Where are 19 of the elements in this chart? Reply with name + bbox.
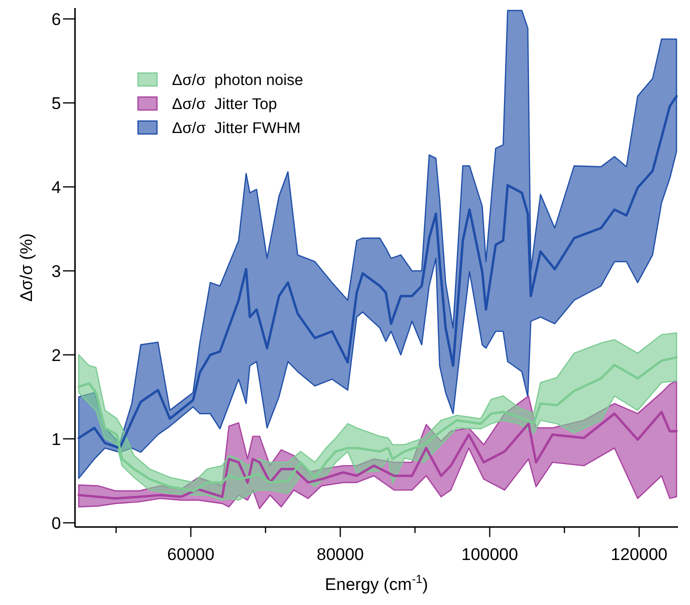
y-tick-label: 1 bbox=[52, 430, 61, 449]
line-series bbox=[78, 356, 678, 492]
legend-label: Δσ/σ photon noise bbox=[172, 72, 304, 89]
y-axis-title: Δσ/σ (%) bbox=[17, 233, 36, 302]
x-tick-label: 120000 bbox=[610, 545, 668, 564]
x-tick-label: 60000 bbox=[167, 545, 214, 564]
y-tick-label: 2 bbox=[52, 346, 61, 365]
line-series bbox=[78, 410, 678, 500]
x-tick-label: 100000 bbox=[461, 545, 518, 564]
y-tick-label: 6 bbox=[52, 10, 61, 29]
legend-label: Δσ/σ Jitter Top bbox=[172, 96, 278, 113]
x-tick-label: 80000 bbox=[316, 545, 364, 564]
y-tick-label: 3 bbox=[52, 262, 61, 281]
x-axis-title: Energy (cm$^{-1}$) bbox=[324, 572, 428, 594]
y-tick-label: 4 bbox=[52, 178, 61, 197]
y-tick-label: 0 bbox=[52, 514, 61, 533]
y-tick-label: 5 bbox=[52, 94, 61, 113]
legend-label: Δσ/σ Jitter FWHM bbox=[172, 120, 301, 137]
line-series bbox=[78, 94, 678, 450]
